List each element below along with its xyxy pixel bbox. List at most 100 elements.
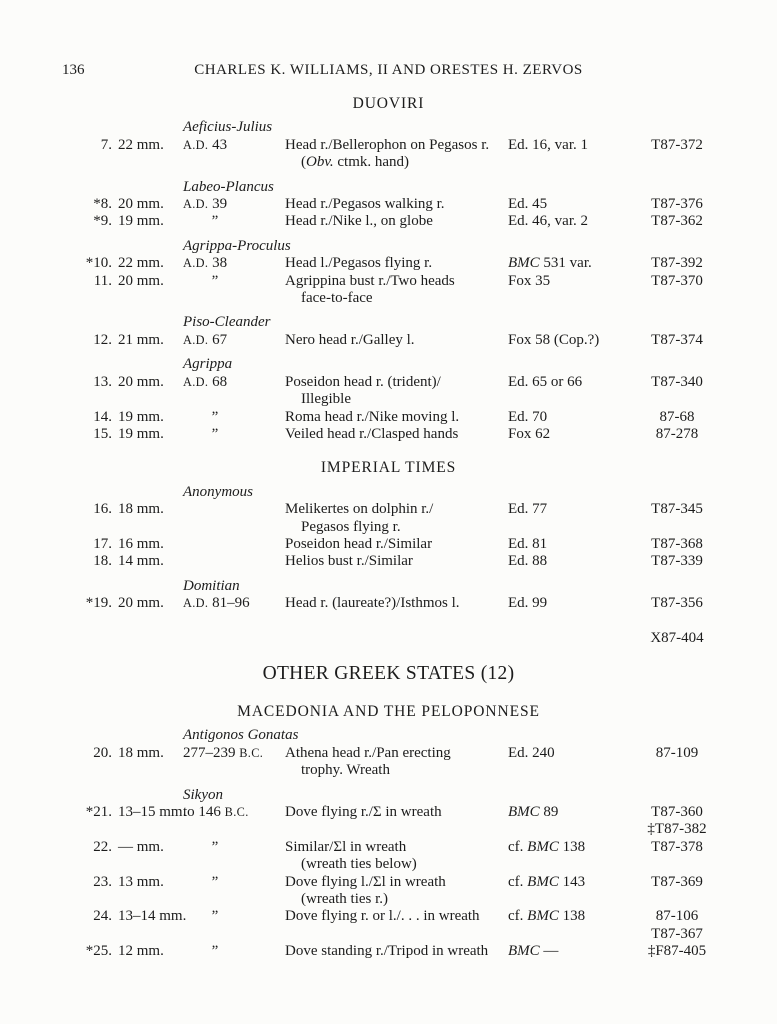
entry-number: 24. xyxy=(93,908,112,925)
text-run: Melikertes on dolphin r./ xyxy=(285,501,434,518)
reference-citation: Ed. 240 xyxy=(508,745,607,780)
italic-text-run: BMC xyxy=(527,873,559,890)
coin-size: 20 mm. xyxy=(118,272,164,289)
reference-citation: Fox 62 xyxy=(508,426,607,443)
description-line: face-to-face xyxy=(285,290,508,307)
catalog-entry-row: 14. 19 mm. ” Roma head r./Nike moving l. Ed.… xyxy=(60,409,747,426)
coin-size: 18 mm. xyxy=(118,501,164,518)
coin-description: Veiled head r./Clasped hands xyxy=(285,426,508,443)
entry-number: 15. xyxy=(93,425,112,442)
text-run: Dove flying l./Σl in wreath xyxy=(285,873,446,890)
coin-description: Poseidon head r./Similar xyxy=(285,536,508,553)
ditto-mark: ” xyxy=(211,838,219,855)
text-run: Ed. 65 or 66 xyxy=(508,373,583,390)
text-run: 89 xyxy=(539,804,559,820)
coin-description: Agrippina bust r./Two heads face-to-face xyxy=(285,273,508,308)
description-line: Similar/Σl in wreath xyxy=(285,839,508,856)
reference-citation: cf. BMC 138 xyxy=(508,908,607,943)
text-run: Roma head r./Nike moving l. xyxy=(285,408,460,425)
text-run: Pegasos flying r. xyxy=(301,518,401,535)
coin-date: A.D. 43 xyxy=(183,137,285,172)
coin-size: 20 mm. xyxy=(118,595,164,612)
text-run: cf. xyxy=(508,838,528,855)
catalog-entry-row: 22. — mm. ” Similar/Σl in wreath (wreath tie… xyxy=(60,839,747,874)
catalog-number: T87-360 ‡T87-382 xyxy=(607,804,747,839)
catalog-number-line: T87-340 xyxy=(651,373,703,390)
coin-description: Dove flying r. or l./. . . in wreath xyxy=(285,908,508,943)
coin-date: ” xyxy=(183,839,285,874)
reference-citation: Ed. 65 or 66 xyxy=(508,374,607,409)
text-run: Ed. 77 xyxy=(508,501,548,518)
coin-size: — mm. xyxy=(118,838,164,855)
text-run: Ed. 88 xyxy=(508,553,548,570)
coin-size xyxy=(112,630,183,647)
issuer-heading: Antigonos Gonatas xyxy=(183,727,299,744)
text-run: Ed. 45 xyxy=(508,196,548,213)
description-line: (wreath ties r.) xyxy=(285,891,508,908)
catalog-number: T87-339 xyxy=(607,553,747,570)
description-line: Veiled head r./Clasped hands xyxy=(285,426,508,443)
catalog-number: T87-376 xyxy=(607,196,747,213)
text-run: ctmk. hand) xyxy=(333,154,410,171)
coin-date: 277–239 B.C. xyxy=(183,745,285,780)
coin-date: A.D. 67 xyxy=(183,332,285,349)
small-caps-run: B.C. xyxy=(224,805,249,819)
catalog-number: 87-109 xyxy=(607,745,747,780)
description-line: trophy. Wreath xyxy=(285,762,508,779)
text-run: cf. xyxy=(508,873,528,890)
catalog-number: T87-340 xyxy=(607,374,747,409)
entry-number xyxy=(60,630,112,647)
coin-size: 13–14 mm. xyxy=(118,908,187,925)
catalog-entry-row: *21. 13–15 mm. to 146 B.C. Dove flying r./Σ… xyxy=(60,804,747,839)
catalog-entry-row: *25. 12 mm. ” Dove standing r./Tripod in wr… xyxy=(60,943,747,960)
text-run: Dove standing r./Tripod in wreath xyxy=(285,943,489,960)
catalog-number-line: ‡T87-382 xyxy=(647,821,707,838)
small-caps-run: A.D. xyxy=(183,332,209,347)
ditto-mark: ” xyxy=(211,425,219,442)
text-run: Head l./Pegasos flying r. xyxy=(285,255,433,272)
entry-number: *10. xyxy=(85,255,112,272)
coin-date xyxy=(183,553,285,570)
issuer-heading: Sikyon xyxy=(183,786,223,803)
catalog-entry-row: 17. 16 mm. Poseidon head r./Similar Ed. 81 T… xyxy=(60,536,747,553)
catalog-entry-row: *19. 20 mm. A.D. 81–96 Head r. (laureate?)/… xyxy=(60,595,747,612)
description-line: (wreath ties below) xyxy=(285,856,508,873)
text-run: Athena head r./Pan erecting xyxy=(285,744,451,761)
reference-citation: BMC 531 var. xyxy=(508,255,607,272)
section-heading: DUOVIRI xyxy=(352,95,425,112)
catalog-entry-row: 18. 14 mm. Helios bust r./Similar Ed. 88 T87… xyxy=(60,553,747,570)
text-run: Head r./Pegasos walking r. xyxy=(285,196,445,213)
italic-text-run: BMC xyxy=(527,838,559,855)
entry-number: 13. xyxy=(93,373,112,390)
italic-text-run: BMC xyxy=(508,255,540,272)
catalog-number: T87-378 xyxy=(607,839,747,874)
small-caps-run: A.D. xyxy=(183,197,209,212)
ditto-mark: ” xyxy=(211,272,219,289)
page-number: 136 xyxy=(62,62,85,78)
entry-number: 22. xyxy=(93,838,112,855)
text-run: (wreath ties below) xyxy=(301,856,417,873)
description-line: Poseidon head r. (trident)/ xyxy=(285,374,508,391)
coin-size: 22 mm. xyxy=(118,136,164,153)
text-run: 143 xyxy=(558,873,586,890)
ditto-mark: ” xyxy=(211,873,219,890)
description-line: Head l./Pegasos flying r. xyxy=(285,255,508,272)
catalog-entry-row: 13. 20 mm. A.D. 68 Poseidon head r. (triden… xyxy=(60,374,747,409)
entry-number: *9. xyxy=(93,213,112,230)
catalog-number: 87-278 xyxy=(607,426,747,443)
coin-description: Head r./Nike l., on globe xyxy=(285,213,508,230)
reference-citation: Ed. 16, var. 1 xyxy=(508,137,607,172)
reference-citation: Ed. 77 xyxy=(508,501,607,536)
small-caps-run: A.D. xyxy=(183,137,209,152)
issuer-heading: Agrippa xyxy=(183,356,233,373)
catalog-entry-row: *9. 19 mm. ” Head r./Nike l., on globe Ed. 4… xyxy=(60,213,747,230)
text-run: Fox 35 xyxy=(508,272,551,289)
reference-citation: Ed. 70 xyxy=(508,409,607,426)
coin-description: Head l./Pegasos flying r. xyxy=(285,255,508,272)
catalog-number-line: T87-362 xyxy=(651,213,703,230)
description-line: Illegible xyxy=(285,391,508,408)
coin-description: Helios bust r./Similar xyxy=(285,553,508,570)
text-run: Ed. 81 xyxy=(508,535,548,552)
coin-date: ” xyxy=(183,213,285,230)
